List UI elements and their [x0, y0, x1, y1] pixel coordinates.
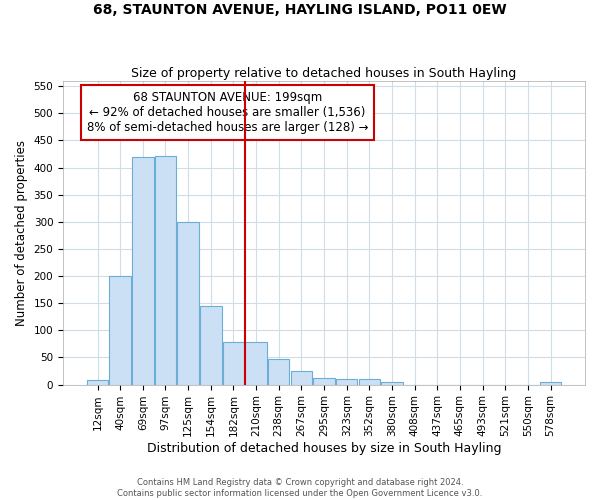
Bar: [381, 382, 403, 384]
Bar: [290, 371, 312, 384]
Bar: [200, 306, 221, 384]
Bar: [245, 342, 267, 384]
Bar: [109, 276, 131, 384]
Bar: [359, 379, 380, 384]
Bar: [178, 222, 199, 384]
Bar: [155, 156, 176, 384]
Bar: [336, 379, 358, 384]
Bar: [313, 378, 335, 384]
Text: 68 STAUNTON AVENUE: 199sqm
← 92% of detached houses are smaller (1,536)
8% of se: 68 STAUNTON AVENUE: 199sqm ← 92% of deta…: [86, 92, 368, 134]
Text: 68, STAUNTON AVENUE, HAYLING ISLAND, PO11 0EW: 68, STAUNTON AVENUE, HAYLING ISLAND, PO1…: [93, 2, 507, 16]
Title: Size of property relative to detached houses in South Hayling: Size of property relative to detached ho…: [131, 66, 517, 80]
Bar: [223, 342, 244, 384]
Bar: [268, 358, 289, 384]
Text: Contains HM Land Registry data © Crown copyright and database right 2024.
Contai: Contains HM Land Registry data © Crown c…: [118, 478, 482, 498]
X-axis label: Distribution of detached houses by size in South Hayling: Distribution of detached houses by size …: [147, 442, 501, 455]
Bar: [132, 156, 154, 384]
Bar: [540, 382, 561, 384]
Y-axis label: Number of detached properties: Number of detached properties: [15, 140, 28, 326]
Bar: [87, 380, 108, 384]
